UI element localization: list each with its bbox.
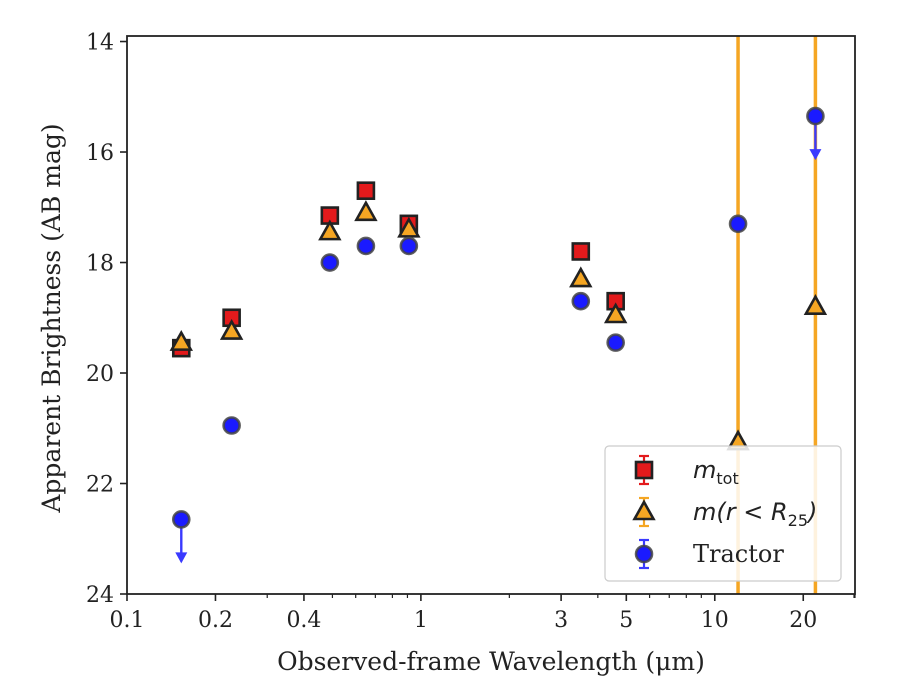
point-triangle (169, 329, 193, 351)
x-tick-label: 0.4 (286, 608, 321, 633)
y-tick-label: 20 (86, 362, 114, 387)
point-circle (320, 253, 340, 272)
point-square (356, 181, 376, 200)
legend-box (604, 445, 842, 582)
point-triangle (569, 266, 593, 288)
point-triangle (219, 318, 244, 340)
point-circle (356, 236, 376, 256)
x-tick-label: 0.2 (198, 608, 233, 633)
point-triangle (803, 294, 828, 316)
legend-marker-square (634, 460, 654, 480)
y-tick-label: 22 (86, 473, 114, 498)
y-axis-label: Apparent Brightness (AB mag) (37, 123, 66, 513)
legend-label: mtot (693, 456, 739, 488)
x-tick-label: 5 (619, 608, 633, 633)
y-tick-label: 24 (86, 583, 114, 608)
point-triangle (354, 200, 378, 222)
y-tick-label: 14 (86, 31, 114, 56)
x-tick-label: 20 (789, 608, 817, 633)
legend-label: m(r < R25) (693, 498, 817, 530)
point-triangle (318, 219, 342, 241)
legend-marker-triangle (632, 499, 656, 521)
axes: 14 16 18 20 22 240.1 0.2 0.4 1 3 5 10 20 (86, 31, 856, 633)
plot-frame (126, 35, 856, 595)
x-tick-label: 0.1 (110, 608, 145, 633)
point-circle (399, 236, 419, 256)
point-circle (171, 510, 191, 529)
x-tick-label: 10 (701, 608, 729, 633)
point-triangle (397, 216, 421, 238)
point-triangle (603, 302, 628, 324)
point-circle (606, 333, 625, 352)
y-tick-label: 18 (86, 252, 114, 277)
legend-marker-circle (634, 544, 654, 564)
legend: mtot m(r < R25) Tractor (604, 445, 842, 582)
x-axis-label: Observed-frame Wavelength (μm) (277, 647, 705, 676)
x-tick-label: 1 (414, 608, 428, 633)
legend-label: Tractor (693, 540, 784, 568)
upper-limit-arrowhead (809, 149, 822, 161)
point-square (571, 242, 591, 261)
upper-limit-arrowhead (175, 552, 188, 564)
y-tick-label: 16 (86, 141, 114, 166)
point-circle (222, 416, 241, 435)
point-circle (806, 106, 825, 126)
data-points (169, 106, 828, 564)
x-tick-label: 3 (554, 608, 568, 633)
point-circle (571, 291, 591, 311)
point-circle (728, 214, 748, 234)
